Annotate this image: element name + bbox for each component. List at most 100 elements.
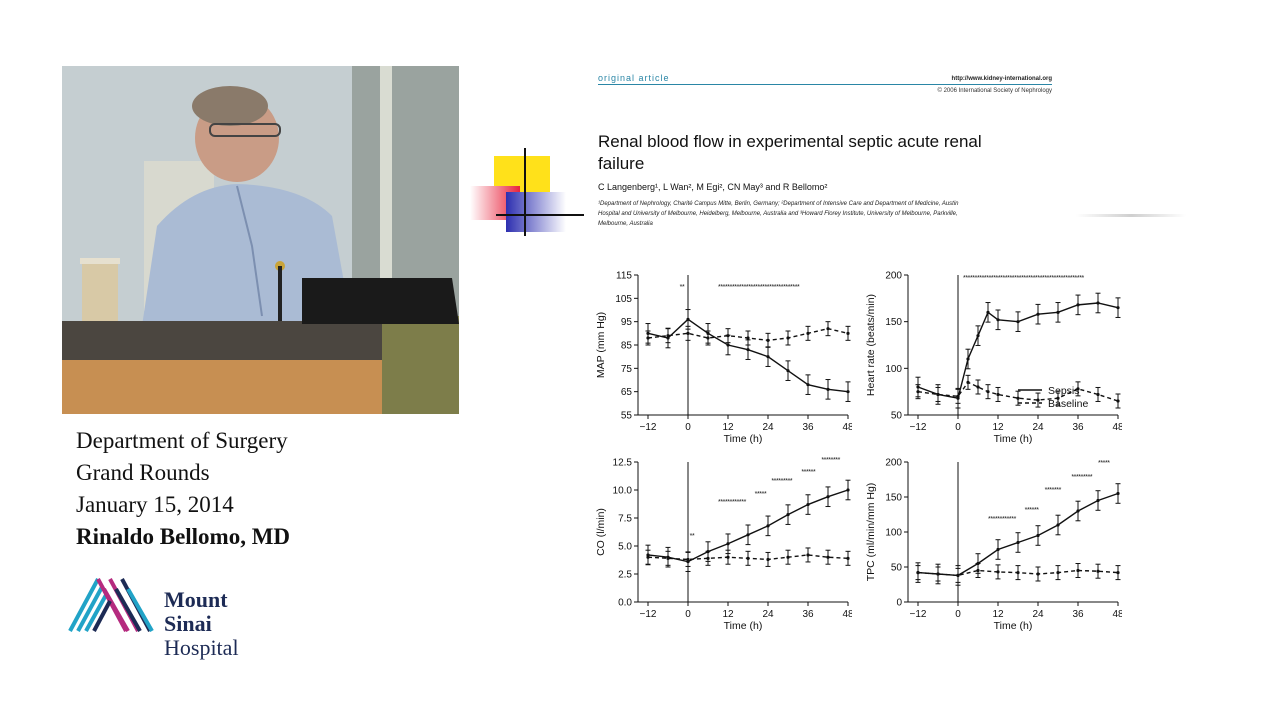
x-tick-label: 24 (1032, 609, 1044, 620)
data-point (936, 572, 940, 576)
x-tick-label: 48 (842, 422, 852, 433)
data-point (766, 557, 770, 562)
significance-marker: ************ (718, 499, 747, 506)
data-point (686, 557, 690, 562)
data-point (976, 385, 980, 389)
significance-marker: ***** (1098, 460, 1110, 467)
data-point (996, 318, 1000, 322)
data-point (806, 553, 810, 557)
data-point (1096, 392, 1100, 397)
data-point (726, 334, 730, 338)
data-point (956, 573, 960, 577)
significance-marker: ********* (1071, 474, 1093, 481)
y-tick-label: 200 (885, 458, 902, 469)
legend-label-sepsis: Sepsis (1048, 385, 1080, 397)
significance-marker: ********* (771, 478, 793, 485)
x-tick-label: 48 (842, 609, 852, 620)
article-affiliation-line3: Melbourne, Australia (598, 221, 653, 227)
data-point (686, 317, 690, 321)
data-point (1076, 303, 1080, 307)
article-copyright: © 2006 International Society of Nephrolo… (937, 88, 1053, 94)
significance-marker: ****************************************… (963, 275, 1085, 282)
data-point (646, 336, 650, 340)
data-point (936, 392, 940, 397)
blue-block (506, 192, 566, 232)
article-header: original article http://www.kidney-inter… (596, 70, 1056, 240)
data-point (1036, 572, 1040, 576)
data-point (846, 556, 850, 560)
significance-marker: ** (690, 533, 695, 540)
y-tick-label: 5.0 (618, 542, 632, 553)
data-point (1036, 533, 1040, 538)
article-affiliation-line2: Hospital and University of Melbourne, He… (598, 211, 958, 217)
data-point (1116, 571, 1120, 575)
x-tick-label: −12 (640, 609, 657, 620)
data-point (766, 338, 770, 342)
data-point (1096, 498, 1100, 503)
y-tick-label: 50 (891, 411, 903, 422)
logo-text-sinai: Sinai (164, 611, 212, 636)
article-affiliation-line1: ¹Department of Nephrology, Charité Campu… (598, 201, 959, 207)
y-tick-label: 10.0 (613, 486, 633, 497)
x-axis-label: Time (h) (724, 433, 763, 445)
article-tag: original article (598, 73, 670, 83)
x-tick-label: 12 (722, 422, 734, 433)
y-tick-label: 75 (621, 364, 633, 375)
y-tick-label: 95 (621, 317, 633, 328)
data-point (956, 394, 960, 398)
article-title-line1: Renal blood flow in experimental septic … (598, 132, 982, 151)
x-axis-label: Time (h) (724, 620, 763, 632)
x-tick-label: 0 (685, 422, 691, 433)
article-rule (598, 84, 1052, 85)
data-point (746, 533, 750, 537)
x-tick-label: 24 (762, 609, 774, 620)
data-point (1016, 540, 1020, 545)
article-title-line2: failure (598, 154, 645, 173)
data-point (846, 488, 850, 492)
data-point (986, 390, 990, 394)
x-tick-label: 36 (1072, 422, 1084, 433)
y-tick-label: 150 (885, 317, 902, 328)
chart-co-svg: 0.0 2.5 5.0 7.5 10.0 12.5 −12 0 12 24 36 48 Time (h)… (595, 457, 854, 632)
department-title: Department of Surgery (76, 428, 288, 453)
data-point (966, 357, 970, 361)
x-tick-label: −12 (910, 422, 927, 433)
data-point (846, 390, 850, 394)
data-point (1096, 301, 1100, 305)
x-tick-label: 48 (1112, 609, 1122, 620)
data-point (1056, 310, 1060, 314)
data-point (726, 555, 730, 559)
speaker-video (62, 66, 459, 414)
x-axis-label: Time (h) (994, 433, 1033, 445)
data-point (996, 547, 1000, 552)
data-point (916, 571, 920, 575)
event-date: January 15, 2014 (76, 492, 234, 517)
speaker-video-image (62, 66, 459, 414)
significance-marker: ***** (755, 491, 767, 498)
x-tick-label: 12 (992, 422, 1004, 433)
x-tick-label: 36 (802, 609, 814, 620)
data-point (666, 334, 670, 338)
data-point (726, 343, 730, 347)
horizontal-line (496, 214, 584, 216)
chart-heart-rate-svg: 50 100 150 200 −12 0 12 24 36 48 Time (h) Heart rat… (865, 271, 1124, 446)
y-tick-label: 85 (621, 341, 633, 352)
y-tick-label: 50 (891, 563, 903, 574)
data-point (1116, 491, 1120, 496)
data-point (1016, 320, 1020, 324)
data-point (786, 513, 790, 517)
y-tick-label: 100 (885, 528, 902, 539)
data-point (1116, 399, 1120, 403)
data-point (786, 336, 790, 340)
significance-marker: *********************************** (718, 284, 800, 291)
data-point (766, 524, 770, 528)
data-point (996, 392, 1000, 397)
data-point (1076, 568, 1080, 573)
y-tick-label: 0 (896, 598, 902, 609)
data-point (1076, 509, 1080, 513)
x-tick-label: 0 (685, 609, 691, 620)
logo-text-hospital: Hospital (164, 635, 239, 660)
data-point (786, 369, 790, 373)
data-point (986, 310, 990, 314)
y-axis-label: MAP (mm Hg) (595, 312, 607, 378)
